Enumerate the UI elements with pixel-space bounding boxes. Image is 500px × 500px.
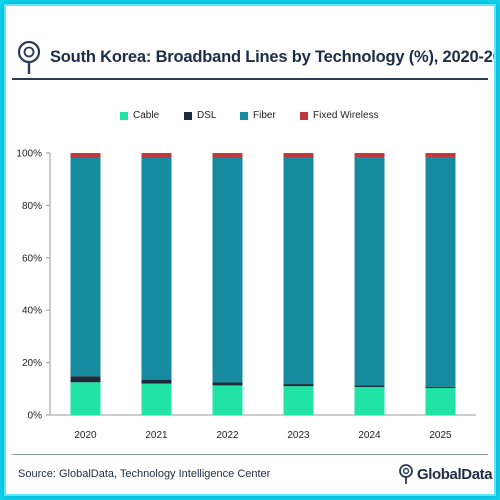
legend-item-dsl: DSL — [184, 110, 216, 121]
bar-segment-fiber-2020 — [70, 157, 101, 377]
source-divider — [12, 454, 488, 455]
legend-item-cable: Cable — [120, 110, 159, 121]
legend-label-dsl: DSL — [197, 110, 217, 121]
bar-segment-fiber-2021 — [141, 157, 172, 380]
bar-segment-cable-2020 — [70, 382, 101, 415]
y-tick-label: 60% — [22, 253, 42, 264]
header: South Korea: Broadband Lines by Technolo… — [6, 6, 494, 78]
x-tick-label: 2021 — [145, 430, 168, 441]
bar-segment-fiber-2023 — [283, 157, 314, 385]
bar-segment-dsl-2025 — [425, 386, 456, 389]
bar-segment-cable-2022 — [212, 385, 243, 415]
legend-label-fixed-wireless: Fixed Wireless — [313, 110, 379, 121]
y-tick-label: 80% — [22, 201, 42, 212]
stacked-bar-chart: 0% 20% 40% 60% 80% 100% 2020 2021 2022 2023 2024 20… — [16, 149, 476, 441]
source-note: Source: GlobalData, Technology Intellige… — [18, 468, 271, 480]
legend-item-fiber: Fiber — [240, 110, 276, 121]
legend-label-fiber: Fiber — [253, 110, 276, 121]
y-tick-label: 40% — [22, 306, 42, 317]
title-divider — [12, 78, 488, 80]
bar-segment-fixed-wireless-2024 — [354, 153, 385, 158]
bar-segment-cable-2025 — [425, 388, 456, 415]
bar-segment-fixed-wireless-2021 — [141, 153, 172, 158]
legend-item-fixed-wireless: Fixed Wireless — [300, 110, 379, 121]
legend-swatch-fiber — [240, 111, 248, 120]
chart-title: South Korea: Broadband Lines by Technolo… — [50, 48, 494, 66]
x-tick-label: 2024 — [358, 430, 381, 441]
x-tick-label: 2025 — [429, 430, 452, 441]
bar-segment-fixed-wireless-2025 — [425, 153, 456, 158]
bar-segment-fiber-2024 — [354, 157, 385, 386]
y-tick-label: 100% — [16, 149, 42, 160]
bar-segment-fixed-wireless-2023 — [283, 153, 314, 158]
brand-name: GlobalData — [417, 465, 493, 483]
bar-segment-dsl-2020 — [70, 376, 101, 383]
globaldata-logo-icon — [17, 40, 41, 74]
legend-swatch-dsl — [184, 111, 192, 120]
bar-segment-cable-2024 — [354, 386, 385, 415]
bar-segment-dsl-2023 — [283, 384, 314, 387]
y-tick-label: 0% — [28, 411, 43, 422]
x-tick-label: 2023 — [287, 430, 310, 441]
chart-legend: Cable DSL Fiber Fixed Wireless — [6, 110, 494, 126]
bar-segment-dsl-2022 — [212, 382, 243, 386]
brand-logo: GlobalData — [398, 462, 493, 486]
x-tick-label: 2022 — [216, 430, 239, 441]
legend-label-cable: Cable — [133, 110, 160, 121]
bar-segment-cable-2021 — [141, 383, 172, 415]
legend-swatch-cable — [120, 111, 128, 120]
globaldata-logo-icon — [399, 464, 413, 484]
bar-segment-fiber-2022 — [212, 157, 243, 383]
bar-segment-cable-2023 — [283, 386, 314, 415]
legend-swatch-fixed-wireless — [300, 111, 308, 120]
x-tick-label: 2020 — [74, 430, 97, 441]
bar-segment-fiber-2025 — [425, 157, 456, 387]
bar-segment-fixed-wireless-2022 — [212, 153, 243, 158]
bar-segment-fixed-wireless-2020 — [70, 153, 101, 158]
chart-frame: South Korea: Broadband Lines by Technolo… — [6, 6, 494, 494]
y-tick-label: 20% — [22, 358, 42, 369]
bar-segment-dsl-2021 — [141, 379, 172, 384]
bar-segment-dsl-2024 — [354, 385, 385, 387]
